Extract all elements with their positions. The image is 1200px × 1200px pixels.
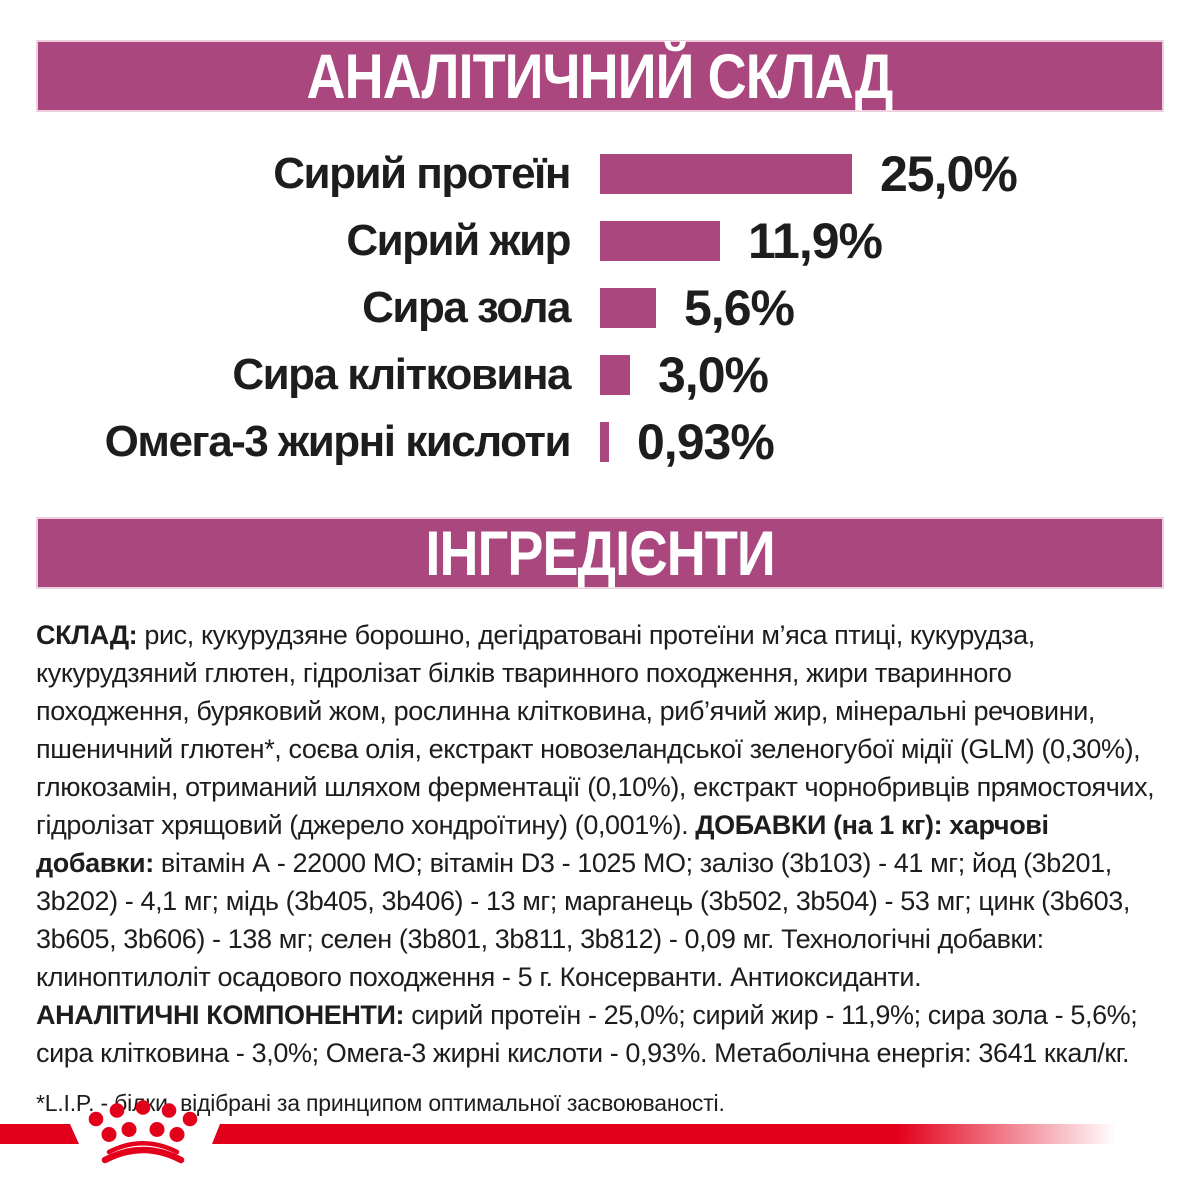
chart-bar-value: 5,6% (684, 279, 795, 336)
chart-row-label: Омега-3 жирні кислоти (104, 416, 572, 466)
ingredients-text-run: сирий протеїн - 25,0%; сирий жир - 11,9%… (36, 1000, 1138, 1068)
chart-row: Сирий протеїн 25,0% (36, 140, 1164, 207)
ingredients-title: ІНГРЕДІЄНТИ (425, 517, 775, 589)
royal-canin-crown-logo (88, 1100, 198, 1164)
ingredients-text-run: вітамін А - 22000 МО; вітамін D3 - 1025 … (36, 848, 1130, 992)
chart-row: Сира клітковина 3,0% (36, 341, 1164, 408)
chart-bar (600, 421, 609, 462)
chart-row: Сира зола 5,6% (36, 274, 1164, 341)
chart-row-label: Сира зола (362, 282, 571, 332)
ingredients-text-run: рис, кукурудзяне борошно, дегідратовані … (36, 620, 1155, 840)
ingredients-paragraphs: СКЛАД: рис, кукурудзяне борошно, дегідра… (36, 616, 1166, 1072)
ingredients-paragraph: СКЛАД: рис, кукурудзяне борошно, дегідра… (36, 616, 1166, 996)
brand-stripe-right (212, 1124, 1164, 1144)
chart-bar (600, 153, 852, 194)
chart-row-label: Сирий жир (346, 215, 571, 265)
chart-bar (600, 354, 630, 395)
lip-footnote: *L.I.P. - білки, відібрані за принципом … (36, 1090, 725, 1116)
chart-row-label: Сирий протеїн (273, 148, 571, 198)
chart-row-label: Сира клітковина (232, 349, 571, 399)
ingredients-bold-run: ДОБАВКИ (на 1 кг): харчові добавки: (36, 810, 1049, 878)
analytical-bar-chart: Сирий протеїн 25,0% Сирий жир 11,9% Сира зол… (36, 140, 1164, 475)
ingredients-paragraph: АНАЛІТИЧНІ КОМПОНЕНТИ: сирий протеїн - 2… (36, 996, 1166, 1072)
ingredients-header: ІНГРЕДІЄНТИ (36, 517, 1164, 589)
chart-bar-value: 0,93% (637, 413, 775, 470)
chart-bar-value: 3,0% (658, 346, 769, 403)
chart-row: Сирий жир 11,9% (36, 207, 1164, 274)
ingredients-text-column: СКЛАД: рис, кукурудзяне борошно, дегідра… (36, 616, 1166, 1118)
analytical-composition-header: АНАЛІТИЧНИЙ СКЛАД (36, 40, 1164, 112)
chart-bar-value: 25,0% (880, 145, 1018, 202)
chart-row: Омега-3 жирні кислоти 0,93% (36, 408, 1164, 475)
chart-bar (600, 220, 720, 261)
ingredients-bold-run: СКЛАД: (36, 620, 138, 650)
analytical-composition-title: АНАЛІТИЧНИЙ СКЛАД (307, 40, 894, 112)
chart-bar (600, 287, 656, 328)
brand-stripe-left (0, 1124, 79, 1144)
chart-bar-value: 11,9% (748, 212, 883, 269)
ingredients-bold-run: АНАЛІТИЧНІ КОМПОНЕНТИ: (36, 1000, 405, 1030)
